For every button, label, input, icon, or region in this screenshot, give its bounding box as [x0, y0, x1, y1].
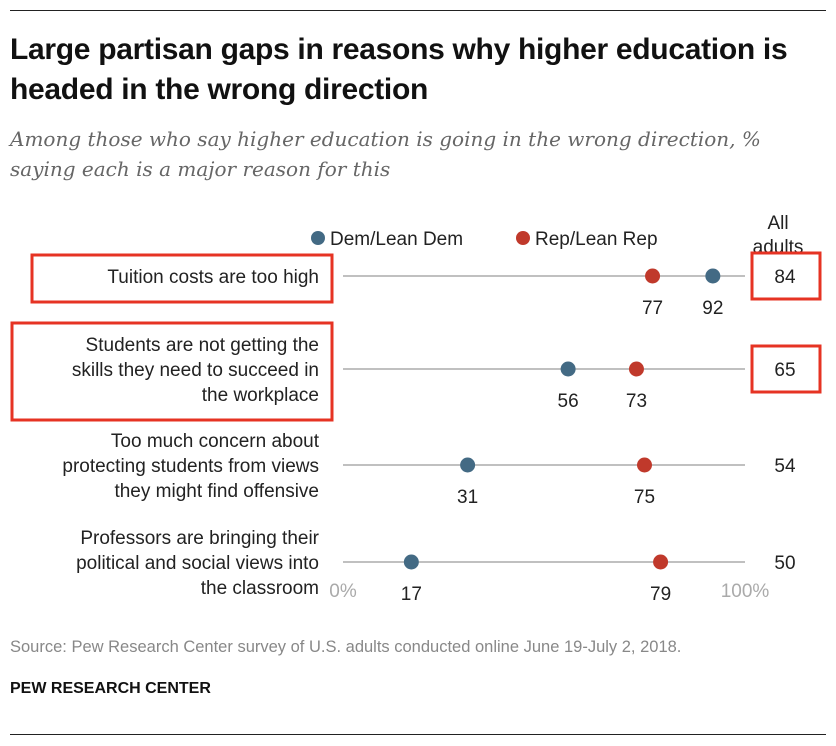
rep-value-2: 73	[626, 391, 647, 412]
chart-title: Large partisan gaps in reasons why highe…	[10, 33, 788, 106]
x-tick-label-max: 100%	[721, 581, 770, 602]
rep-dot-2	[628, 361, 644, 377]
chart-subtitle: Among those who say higher education is …	[10, 127, 761, 181]
category-label-4-line-2: political and social views into	[76, 553, 319, 574]
rep-value-1: 77	[642, 298, 663, 319]
category-label-2-line-1: Students are not getting the	[86, 335, 319, 356]
category-label-3-line-3: they might find offensive	[114, 481, 319, 502]
category-label-3-line-1: Too much concern about	[111, 431, 320, 452]
dem-dot-3	[460, 457, 476, 473]
dem-value-4: 17	[401, 584, 422, 605]
dot-plot: Dem/Lean Dem Rep/Lean Rep All adults Tuition…	[10, 213, 822, 605]
label-highlight-box-1	[30, 253, 334, 304]
dem-dot-2	[560, 361, 576, 377]
rep-dot-3	[637, 457, 652, 473]
category-label-3-line-2: protecting students from views	[62, 456, 319, 477]
brand-name: PEW RESEARCH CENTER	[10, 680, 211, 697]
rep-dot-4	[653, 554, 669, 570]
top-rule	[10, 10, 826, 11]
all-adults-value-4: 50	[774, 553, 795, 574]
all-adults-header-line-2: adults	[753, 237, 804, 258]
legend-dem-marker	[311, 231, 325, 245]
all-adults-highlight-box-2	[750, 344, 822, 394]
bottom-rule	[10, 734, 826, 735]
category-label-2-line-2: skills they need to succeed in	[72, 360, 319, 381]
category-label-4-line-1: Professors are bringing their	[80, 528, 319, 549]
all-adults-highlight-box-1	[750, 251, 822, 301]
dem-value-2: 56	[558, 391, 579, 412]
dem-value-3: 31	[457, 487, 478, 508]
rep-value-3: 75	[634, 487, 655, 508]
rep-dot-1	[645, 268, 661, 284]
all-adults-header-line-1: All	[767, 213, 788, 234]
legend-rep-marker	[516, 231, 530, 245]
all-adults-value-1: 84	[774, 267, 796, 288]
all-adults-value-2: 65	[774, 360, 795, 381]
dem-dot-4	[403, 554, 419, 570]
dem-value-1: 92	[702, 298, 723, 319]
legend-rep-label: Rep/Lean Rep	[535, 229, 658, 250]
category-label-1-line-1: Tuition costs are too high	[107, 267, 319, 288]
x-tick-label-min: 0%	[329, 581, 357, 602]
all-adults-value-3: 54	[774, 456, 796, 477]
dem-dot-1	[705, 268, 721, 284]
legend-dem-label: Dem/Lean Dem	[330, 229, 463, 250]
rep-value-4: 79	[650, 584, 671, 605]
source-note: Source: Pew Research Center survey of U.…	[10, 638, 682, 656]
category-label-2-line-3: the workplace	[202, 385, 319, 406]
category-label-4-line-3: the classroom	[201, 578, 319, 599]
label-highlight-box-2	[10, 321, 334, 422]
